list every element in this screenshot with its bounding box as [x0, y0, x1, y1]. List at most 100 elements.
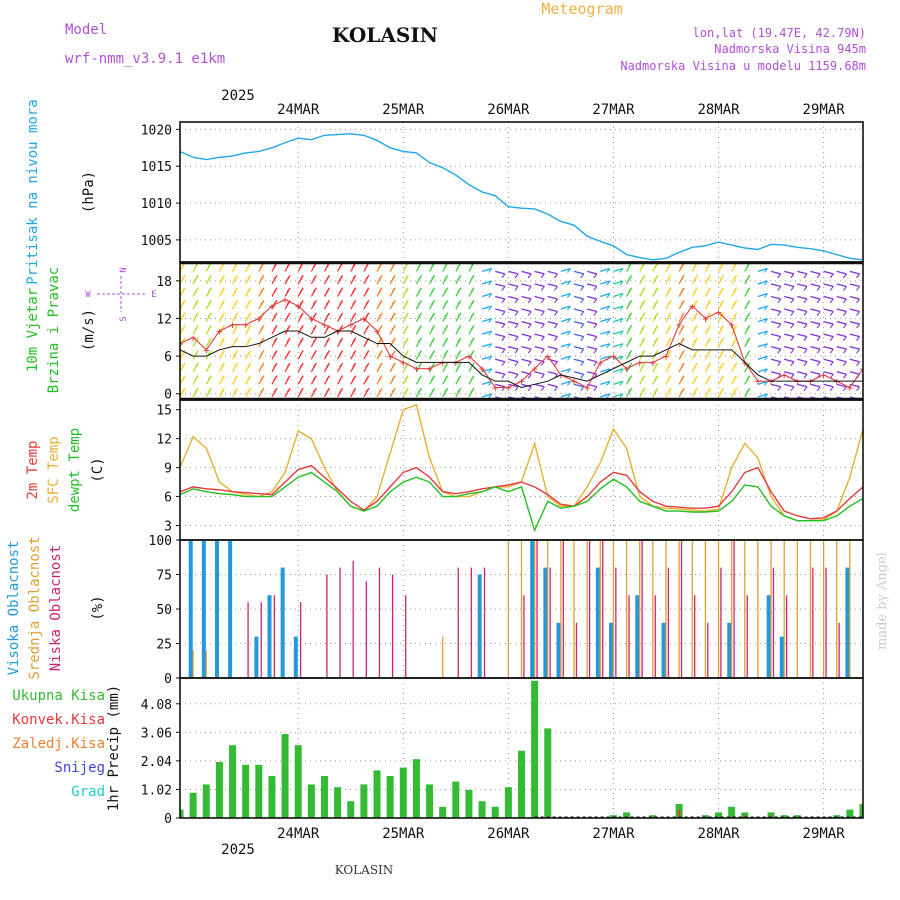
panel-plot-area [180, 400, 863, 540]
wind-barb [862, 334, 863, 335]
wind-barb-tick [391, 312, 396, 318]
wind-barb-tick [457, 312, 462, 318]
wind-barb-tick [693, 300, 698, 305]
wind-barb-tick [580, 336, 585, 341]
wind-barb [560, 305, 571, 310]
y-tick-label: 50 [156, 603, 172, 618]
wind-barb-tick [181, 274, 186, 280]
wind-barb-tick [470, 300, 475, 305]
wind-barb [521, 283, 532, 288]
wind-barb-tick [790, 373, 795, 379]
gust-marker: + [321, 319, 328, 332]
wind-barb-tick [194, 312, 199, 318]
gust-marker: + [255, 312, 262, 325]
wind-barb [508, 320, 519, 325]
model-name: wrf-nmm_v3.9.1 e1km [65, 51, 225, 67]
wind-barb-tick [680, 387, 685, 393]
wind-barb-tick [457, 337, 462, 343]
wind-barb-tick [312, 287, 317, 293]
wind-barb-tick [680, 362, 685, 368]
wind-barb-tick [501, 273, 506, 279]
wind-barb-tick [181, 375, 186, 380]
y-tick-label: 25 [156, 638, 172, 653]
wind-barb-tick [501, 336, 506, 341]
wind-barb-tick [816, 386, 821, 392]
wind-barb-tick [365, 375, 370, 380]
wind-barb [534, 346, 545, 350]
panel-plot-area [180, 540, 863, 678]
wind-barb-tick [856, 311, 860, 316]
wind-barb-tick [580, 386, 585, 392]
wind-barb [757, 305, 768, 310]
model-elevation-text: Nadmorska Visina u modelu 1159.68m [620, 59, 866, 73]
wind-barb [573, 383, 584, 388]
wind-barb-tick [720, 325, 724, 330]
wind-barb-tick [527, 386, 532, 392]
gust-marker: + [400, 356, 407, 369]
wind-barb-tick [764, 280, 768, 286]
gust-marker: + [636, 356, 643, 369]
wind-barb-tick [856, 298, 860, 304]
wind-barb-tick [706, 362, 711, 368]
wind-barb-tick [641, 350, 646, 355]
wind-barb-tick [444, 312, 449, 318]
gust-marker: + [663, 350, 670, 363]
ylabel-wind: 10m Vjetar [25, 288, 41, 372]
wind-barb-tick [273, 300, 278, 305]
wind-barb [560, 318, 571, 323]
wind-barb-tick [654, 387, 659, 393]
wind-barb-tick [339, 300, 344, 305]
wind-barb [547, 358, 558, 363]
wind-barb-tick [326, 325, 330, 330]
high-cloud-bar [543, 567, 548, 678]
wind-barb [481, 380, 492, 385]
wind-barb-tick [326, 287, 330, 293]
wind-barb [862, 296, 863, 298]
wind-barb-tick [803, 286, 808, 291]
wind-barb [757, 393, 768, 398]
wind-barb [534, 283, 545, 288]
wind-barb-tick [554, 311, 558, 316]
wind-barb-tick [501, 348, 506, 354]
wind-barb [836, 358, 847, 363]
wind-barb-tick [326, 312, 330, 318]
wind-barb [849, 270, 860, 275]
wind-barb-tick [706, 274, 711, 280]
high-cloud-bar [280, 567, 285, 678]
wind-barb-tick [628, 375, 632, 380]
wind-barb-tick [457, 274, 462, 280]
wind-barb-tick [680, 337, 685, 343]
wind-barb-tick [404, 274, 409, 280]
wind-barb-tick [378, 362, 383, 368]
wind-barb-tick [693, 325, 698, 330]
wind-barb-tick [777, 336, 782, 341]
wind-barb [573, 333, 584, 338]
wind-barb [810, 295, 821, 300]
wind-barb-tick [554, 273, 558, 279]
wind-barb-tick [220, 362, 225, 368]
wind-barb [560, 280, 571, 285]
wind-barb-tick [856, 361, 860, 367]
wind-barb [757, 355, 768, 360]
wind-barb [495, 283, 506, 288]
wind-barb-tick [378, 325, 383, 330]
wind-barb-tick [680, 312, 685, 318]
y-tick-label: 12 [156, 433, 172, 448]
wind-barb-tick [593, 273, 598, 279]
wind-barb-tick [777, 298, 782, 304]
pressure-line [180, 133, 863, 261]
wind-barb [508, 308, 519, 313]
gust-marker: + [689, 300, 696, 313]
wind-barb-tick [619, 280, 624, 286]
wind-barb-tick [181, 300, 186, 305]
legend-item: Snijeg [54, 760, 105, 776]
wind-barb [613, 292, 624, 298]
gust-marker: + [466, 350, 473, 363]
wind-barb-tick [764, 330, 768, 336]
top-year-label: 2025 [221, 88, 255, 104]
wind-barb-tick [404, 325, 409, 330]
wind-barb [613, 318, 624, 323]
wind-barb-tick [527, 361, 532, 367]
wind-barb-tick [829, 311, 834, 316]
wind-barb-tick [641, 387, 646, 393]
